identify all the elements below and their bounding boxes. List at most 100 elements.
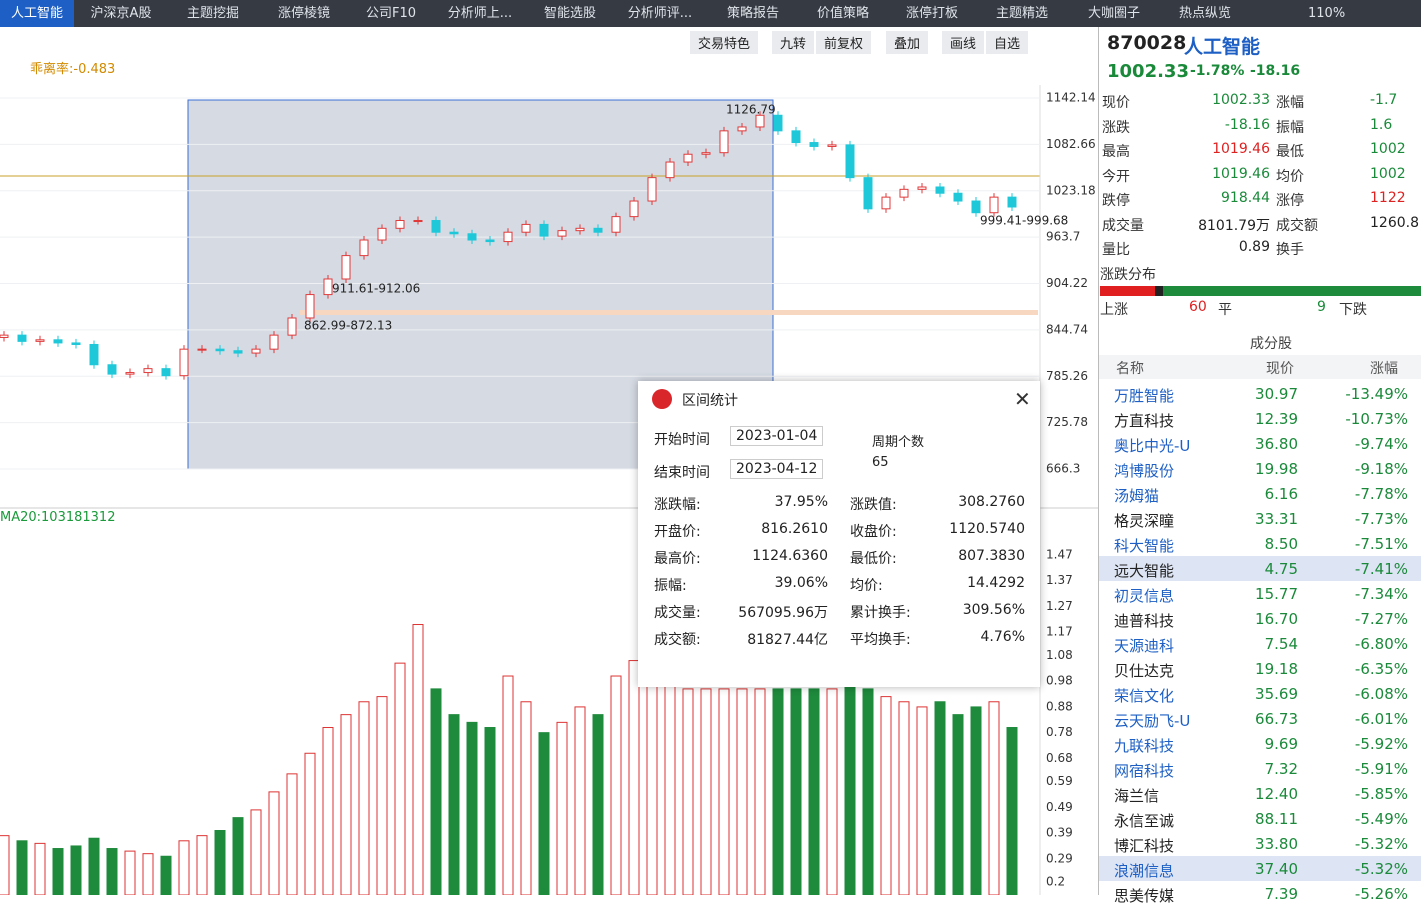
toolbar-button[interactable]: 自选 bbox=[986, 31, 1029, 54]
toolbar-button[interactable]: 前复权 bbox=[816, 31, 872, 54]
bar bbox=[1155, 286, 1163, 296]
stock-pct: -6.01% bbox=[1354, 710, 1408, 728]
tab[interactable]: 涨停棱镜 bbox=[277, 6, 330, 21]
quote-value: -18.16 bbox=[1224, 116, 1270, 133]
volume-bar bbox=[610, 675, 622, 895]
stock-name[interactable]: 奥比中光-U bbox=[1114, 437, 1191, 455]
tab[interactable]: 沪深京A股 bbox=[90, 6, 152, 21]
quote-value: 1019.46 bbox=[1212, 141, 1270, 157]
close-button[interactable]: ✕ bbox=[1014, 387, 1031, 411]
stock-price: 7.54 bbox=[1264, 635, 1298, 653]
candle bbox=[521, 223, 531, 233]
tab[interactable]: 分析师上... bbox=[447, 6, 513, 21]
y-tick-label: 0.29 bbox=[1046, 851, 1073, 865]
volume-bar bbox=[88, 837, 100, 895]
volume-bar bbox=[862, 688, 874, 895]
candle bbox=[71, 342, 81, 345]
field-input[interactable]: 2023-01-04 bbox=[730, 426, 824, 446]
annotation: 1126.79 bbox=[726, 103, 776, 117]
candle bbox=[251, 348, 261, 354]
candle bbox=[665, 161, 675, 179]
quote-value: 8101.79万 bbox=[1198, 217, 1270, 234]
tab[interactable]: 策略报告 bbox=[726, 6, 779, 21]
tab[interactable]: 分析师评... bbox=[627, 6, 693, 21]
stat-label: 涨跌值: bbox=[850, 497, 897, 513]
y-tick-label: 0.2 bbox=[1046, 875, 1065, 889]
stock-price: 9.69 bbox=[1264, 735, 1298, 753]
stock-name[interactable]: 海兰信 bbox=[1114, 787, 1160, 805]
stock-name[interactable]: 浪潮信息 bbox=[1114, 862, 1175, 880]
stat-value: 37.95% bbox=[774, 494, 828, 510]
stock-name[interactable]: 方直科技 bbox=[1114, 412, 1175, 430]
tab[interactable]: 价值策略 bbox=[816, 6, 869, 21]
tab[interactable]: 主题挖掘 bbox=[186, 6, 239, 21]
stock-name[interactable]: 科大智能 bbox=[1114, 537, 1175, 555]
header-bg bbox=[1099, 355, 1421, 379]
candle bbox=[485, 239, 495, 243]
stock-pct: -6.80% bbox=[1354, 635, 1408, 653]
stock-name[interactable]: 思美传媒 bbox=[1114, 887, 1175, 905]
stock-name[interactable]: 汤姆猫 bbox=[1114, 487, 1160, 505]
stock-name[interactable]: 贝仕达克 bbox=[1114, 662, 1175, 680]
candle bbox=[971, 200, 981, 214]
stock-pct: -5.32% bbox=[1354, 860, 1408, 878]
tab[interactable]: 大咖圈子 bbox=[1087, 6, 1140, 21]
tab[interactable]: 人工智能 bbox=[0, 0, 74, 27]
stock-name[interactable]: 博汇科技 bbox=[1114, 837, 1175, 855]
tab[interactable]: 公司F10 bbox=[365, 6, 417, 21]
stock-name[interactable]: 鸿博股份 bbox=[1114, 462, 1175, 480]
stat-value: 81827.44亿 bbox=[747, 632, 828, 648]
tab[interactable]: 智能选股 bbox=[543, 6, 596, 21]
toolbar-button[interactable]: 画线 bbox=[942, 31, 985, 54]
stock-price: 12.40 bbox=[1255, 785, 1298, 803]
stat-label: 涨跌幅: bbox=[654, 497, 701, 513]
stock-name[interactable]: 万胜智能 bbox=[1114, 387, 1175, 405]
stock-price: 4.75 bbox=[1264, 560, 1298, 578]
stock-price: 15.77 bbox=[1255, 585, 1298, 603]
stock-name[interactable]: 九联科技 bbox=[1114, 737, 1175, 755]
stock-name[interactable]: 格灵深瞳 bbox=[1114, 512, 1175, 530]
stock-pct: -7.41% bbox=[1354, 560, 1408, 578]
stock-price: 88.11 bbox=[1255, 810, 1298, 828]
volume-bar bbox=[718, 688, 730, 895]
tab[interactable]: 热点纵览 bbox=[1178, 6, 1231, 21]
toolbar-button[interactable]: 交易特色 bbox=[690, 31, 759, 54]
candle bbox=[215, 348, 225, 352]
stock-pct: -9.74% bbox=[1354, 435, 1408, 453]
stock-name[interactable]: 远大智能 bbox=[1114, 562, 1175, 580]
stock-name[interactable]: 初灵信息 bbox=[1114, 587, 1175, 605]
stock-price: 7.32 bbox=[1264, 760, 1298, 778]
tab[interactable]: 涨停打板 bbox=[905, 6, 958, 21]
candle bbox=[305, 294, 315, 319]
section-title: 涨跌分布 bbox=[1100, 267, 1156, 283]
stock-name[interactable]: 天源迪科 bbox=[1114, 637, 1175, 655]
col-header: 名称 bbox=[1116, 361, 1144, 377]
y-tick-label: 725.78 bbox=[1046, 415, 1088, 429]
indicator: MA20:103181312 bbox=[0, 510, 116, 525]
stock-name[interactable]: 云天励飞-U bbox=[1114, 712, 1191, 730]
toolbar-button[interactable]: 叠加 bbox=[886, 31, 929, 54]
bar bbox=[1100, 286, 1155, 296]
y-tick-label: 1142.14 bbox=[1046, 91, 1096, 105]
stock-pct: -7.34% bbox=[1354, 585, 1408, 603]
stat-value: 14.4292 bbox=[967, 575, 1025, 591]
stock-name[interactable]: 网宿科技 bbox=[1114, 762, 1175, 780]
stock-name[interactable]: 荣信文化 bbox=[1114, 687, 1175, 705]
field-input[interactable]: 2023-04-12 bbox=[730, 459, 824, 479]
stock-name[interactable]: 永信至诚 bbox=[1114, 812, 1175, 830]
toolbar-button[interactable]: 九转 bbox=[772, 31, 815, 54]
candle bbox=[467, 233, 477, 241]
stock-price: 8.50 bbox=[1264, 535, 1298, 553]
pct: -1.78% bbox=[1190, 63, 1245, 79]
tab[interactable]: 主题精选 bbox=[995, 6, 1048, 21]
field-label: 开始时间 bbox=[654, 432, 710, 448]
stock-name[interactable]: 迪普科技 bbox=[1114, 612, 1175, 630]
annotation: 911.61-912.06 bbox=[332, 282, 420, 296]
band bbox=[300, 310, 1038, 315]
volume-bar bbox=[466, 721, 478, 895]
candle bbox=[287, 317, 297, 336]
stat-value: 4.76% bbox=[980, 629, 1025, 645]
quote-value: 1002 bbox=[1370, 165, 1406, 182]
stock-pct: -6.35% bbox=[1354, 660, 1408, 678]
candle bbox=[863, 177, 873, 210]
